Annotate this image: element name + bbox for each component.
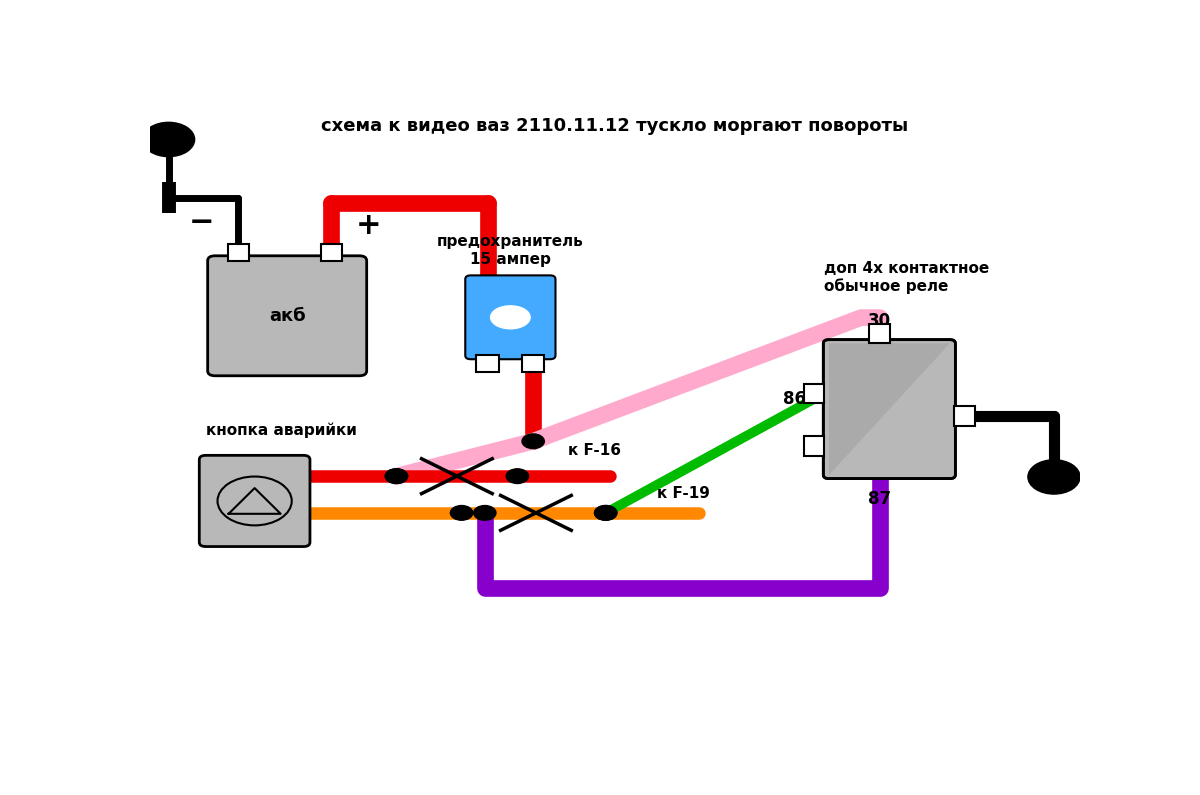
Circle shape [594,506,617,520]
FancyBboxPatch shape [322,243,342,261]
FancyBboxPatch shape [476,355,499,372]
FancyBboxPatch shape [228,243,248,261]
Polygon shape [829,343,950,475]
Circle shape [450,506,473,520]
FancyBboxPatch shape [199,456,310,546]
FancyBboxPatch shape [208,256,367,376]
Circle shape [506,469,528,483]
Circle shape [474,506,496,520]
FancyBboxPatch shape [804,383,824,403]
Text: 87: 87 [868,491,892,508]
FancyBboxPatch shape [522,355,545,372]
Ellipse shape [491,306,530,329]
Circle shape [594,506,617,520]
Text: кнопка аварийки: кнопка аварийки [206,423,356,438]
Text: предохранитель
15 ампер: предохранитель 15 ампер [437,235,583,267]
Text: к F-19: к F-19 [656,486,709,501]
FancyBboxPatch shape [466,275,556,359]
Text: −: − [188,208,214,238]
Text: +: + [355,211,382,240]
FancyBboxPatch shape [870,324,890,343]
Circle shape [522,434,545,448]
Circle shape [1028,460,1080,494]
Text: акб: акб [269,307,306,325]
FancyBboxPatch shape [804,436,824,456]
Text: схема к видео ваз 2110.11.12 тускло моргают повороты: схема к видео ваз 2110.11.12 тускло морг… [322,117,908,135]
FancyBboxPatch shape [823,339,955,479]
Text: 30: 30 [868,312,892,330]
Text: доп 4х контактное
обычное реле: доп 4х контактное обычное реле [824,261,990,294]
FancyBboxPatch shape [954,406,974,425]
Text: 86: 86 [782,390,805,408]
Circle shape [143,122,194,157]
Circle shape [385,469,408,483]
Circle shape [385,469,408,483]
Text: к F-16: к F-16 [569,443,622,458]
